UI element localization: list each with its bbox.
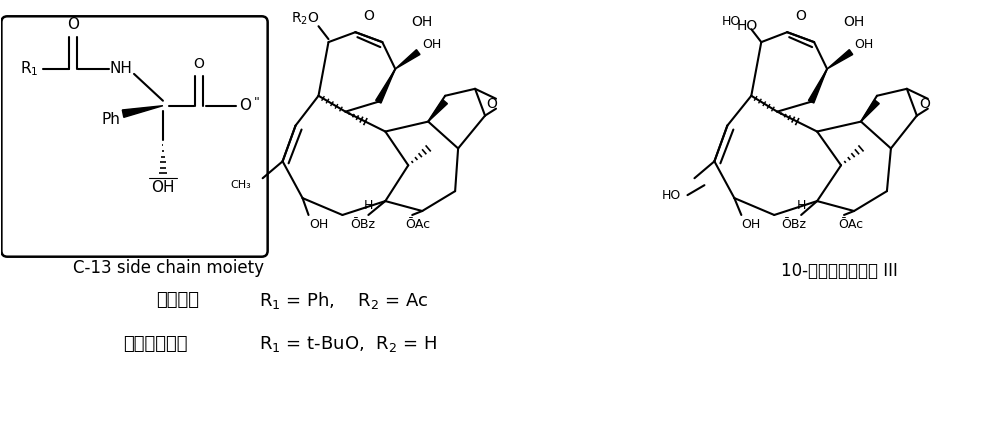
Text: O: O <box>363 9 374 23</box>
Text: H: H <box>364 198 373 212</box>
Polygon shape <box>122 106 163 117</box>
Text: 紫杉醇：: 紫杉醇： <box>156 291 199 309</box>
Polygon shape <box>808 69 827 103</box>
Text: 多西紫杉醇：: 多西紫杉醇： <box>123 335 188 353</box>
Text: OH: OH <box>854 38 874 51</box>
Text: O: O <box>919 97 930 111</box>
Text: OH: OH <box>423 38 442 51</box>
Polygon shape <box>428 100 447 121</box>
Text: OH: OH <box>309 218 328 231</box>
Text: HO: HO <box>662 189 681 202</box>
Text: OH: OH <box>412 15 433 29</box>
Polygon shape <box>395 49 420 69</box>
Text: O: O <box>487 97 497 111</box>
Text: ŌAc: ŌAc <box>406 218 431 231</box>
Text: O: O <box>796 9 807 23</box>
Text: R$_1$ = t-BuO,  R$_2$ = H: R$_1$ = t-BuO, R$_2$ = H <box>259 334 436 354</box>
Text: Ph: Ph <box>102 112 121 127</box>
FancyBboxPatch shape <box>1 16 268 257</box>
Text: CH₃: CH₃ <box>230 180 251 190</box>
Text: O: O <box>193 57 204 71</box>
Text: OH: OH <box>151 180 175 195</box>
Polygon shape <box>376 69 395 103</box>
Text: R$_1$ = Ph,    R$_2$ = Ac: R$_1$ = Ph, R$_2$ = Ac <box>259 290 428 311</box>
Text: NH: NH <box>110 61 132 77</box>
Text: C-13 side chain moiety: C-13 side chain moiety <box>73 258 264 277</box>
Text: OH: OH <box>742 218 761 231</box>
Text: OH: OH <box>843 15 865 29</box>
Text: R$_2$O: R$_2$O <box>291 11 320 27</box>
Text: ŌBz: ŌBz <box>350 218 375 231</box>
Text: H: H <box>796 198 806 212</box>
Polygon shape <box>827 49 853 69</box>
Text: O: O <box>67 17 79 32</box>
Text: 10-脱乙酰基巴卡丁 III: 10-脱乙酰基巴卡丁 III <box>781 261 897 280</box>
Text: '': '' <box>254 96 260 109</box>
Polygon shape <box>861 100 879 121</box>
Text: HO: HO <box>737 19 758 33</box>
Text: ŌBz: ŌBz <box>782 218 807 231</box>
Text: ŌAc: ŌAc <box>838 218 864 231</box>
Text: O: O <box>239 98 251 113</box>
Text: R$_1$: R$_1$ <box>20 60 39 78</box>
Text: HO: HO <box>722 15 741 28</box>
